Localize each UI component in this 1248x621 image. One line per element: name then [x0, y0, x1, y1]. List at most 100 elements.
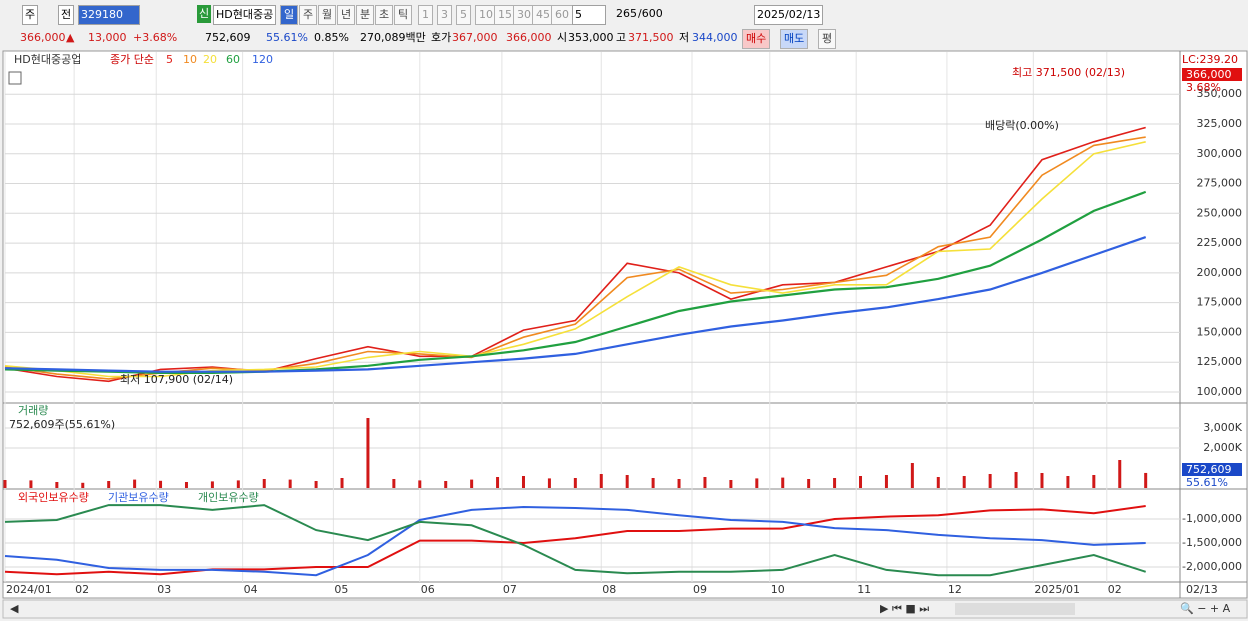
stock-name[interactable]: HD현대중공: [213, 5, 277, 25]
y-tick-label: 3,000K: [1203, 421, 1242, 434]
series-line: [4, 505, 1146, 576]
ma-label: 종가 단순: [110, 53, 154, 66]
y-tick-label: 125,000: [1197, 355, 1243, 368]
volume-bar: [521, 476, 525, 488]
quote-amount: 270,089백만: [360, 31, 426, 44]
period-button[interactable]: 년: [337, 5, 356, 25]
volume-bar: [807, 479, 811, 488]
high-note: 최고 371,500 (02/13): [1012, 66, 1125, 79]
volume-bar: [210, 481, 214, 488]
market-select[interactable]: 주: [22, 5, 39, 25]
volume-bar: [314, 481, 318, 488]
volume-bar: [3, 480, 7, 488]
quote-ask: 367,000: [452, 31, 498, 44]
y-tick-label: -1,500,000: [1182, 536, 1242, 549]
quote-volume-ratio: 55.61%: [266, 31, 308, 44]
svg-text:◀: ◀: [10, 602, 19, 615]
volume-bar: [573, 478, 577, 488]
y-tick-label: 175,000: [1197, 296, 1243, 309]
period-button[interactable]: 분: [356, 5, 375, 25]
volume-bar: [159, 480, 163, 488]
quote-bid: 366,000: [506, 31, 552, 44]
volume-bar: [703, 477, 707, 488]
legend-entry: 외국인보유수량: [18, 491, 89, 504]
x-tick-label: 04: [244, 583, 258, 596]
minute-button[interactable]: 1: [418, 5, 433, 25]
volume-bar: [833, 478, 837, 488]
volume-bar: [1040, 473, 1044, 488]
legend-entry: 5: [166, 53, 173, 66]
volume-bar: [81, 482, 85, 488]
x-tick-label: 07: [503, 583, 517, 596]
y-tick-label: 350,000: [1197, 87, 1243, 100]
volume-bar: [988, 474, 992, 488]
y-tick-label: 250,000: [1197, 206, 1243, 219]
period-button[interactable]: 월: [318, 5, 337, 25]
period-button[interactable]: 일: [280, 5, 299, 25]
period-button[interactable]: 틱: [394, 5, 413, 25]
volume-bar: [936, 477, 940, 488]
y-tick-label: 150,000: [1197, 325, 1243, 338]
buy-button[interactable]: 매수: [742, 29, 771, 49]
x-tick-label: 09: [693, 583, 707, 596]
minute-button[interactable]: 15: [494, 5, 516, 25]
quote-low: 344,000: [692, 31, 738, 44]
x-tick-label: 02: [1108, 583, 1122, 596]
price-tag-bg: [1182, 68, 1242, 81]
y-tick-label: 325,000: [1197, 117, 1243, 130]
prev-select[interactable]: 전: [58, 5, 75, 25]
volume-bar: [288, 479, 292, 488]
svg-text:▶ ⏮ ■ ⏭: ▶ ⏮ ■ ⏭: [880, 602, 929, 615]
period-button[interactable]: 주: [299, 5, 318, 25]
y-tick-label: -2,000,000: [1182, 560, 1242, 573]
x-tick-label: 05: [334, 583, 348, 596]
volume-tag-bg: [1182, 463, 1242, 476]
minute-button[interactable]: 5: [456, 5, 471, 25]
flag: 신: [197, 5, 212, 23]
minute-button[interactable]: 45: [532, 5, 554, 25]
date-input[interactable]: 2025/02/13: [754, 5, 824, 25]
volume-bar: [625, 475, 629, 488]
minute-button[interactable]: 30: [513, 5, 535, 25]
sell-button[interactable]: 매도: [780, 29, 809, 49]
volume-bar: [729, 480, 733, 488]
y-tick-label: 2,000K: [1203, 441, 1242, 454]
stock-label: HD현대중공업: [14, 53, 81, 66]
series-line: [4, 504, 1147, 577]
series-line: [4, 190, 1147, 374]
volume-summary: 752,609주(55.61%): [9, 418, 115, 431]
y-tick-label: 225,000: [1197, 236, 1243, 249]
quote-arrow: ▲: [66, 31, 75, 44]
quote-turnover: 0.85%: [314, 31, 349, 44]
volume-bar: [1066, 476, 1070, 488]
x-tick-label: 2025/01: [1034, 583, 1080, 596]
series-line: [4, 236, 1147, 373]
y-tick-label: 200,000: [1197, 266, 1243, 279]
series-line: [4, 126, 1146, 383]
code-input[interactable]: 329180: [78, 5, 140, 25]
volume-bar: [1118, 460, 1122, 488]
quote-change: 13,000: [88, 31, 127, 44]
volume-bar: [859, 476, 863, 488]
volume-ratio-tag: 55.61%: [1186, 476, 1228, 489]
legend-entry: 20: [203, 53, 217, 66]
x-tick-label: 02: [75, 583, 89, 596]
x-tick-label: 10: [771, 583, 785, 596]
count-input[interactable]: 265: [616, 7, 637, 20]
volume-bar: [651, 478, 655, 488]
minute-button[interactable]: 3: [437, 5, 452, 25]
volume-bar: [107, 481, 111, 488]
volume-bar: [133, 479, 137, 488]
volume-bar: [55, 482, 59, 488]
volume-bar: [184, 482, 188, 488]
quote-open-label: 시: [557, 31, 568, 44]
unit-select[interactable]: 5: [572, 5, 606, 25]
legend-entry: 기관보유수량: [108, 491, 169, 504]
avg-button[interactable]: 평: [818, 29, 837, 49]
period-button[interactable]: 초: [375, 5, 394, 25]
volume-bar: [599, 474, 603, 488]
svg-text:🔍 − + A: 🔍 − + A: [1180, 601, 1231, 615]
x-tick-label: 06: [421, 583, 435, 596]
quote-high: 371,500: [628, 31, 674, 44]
